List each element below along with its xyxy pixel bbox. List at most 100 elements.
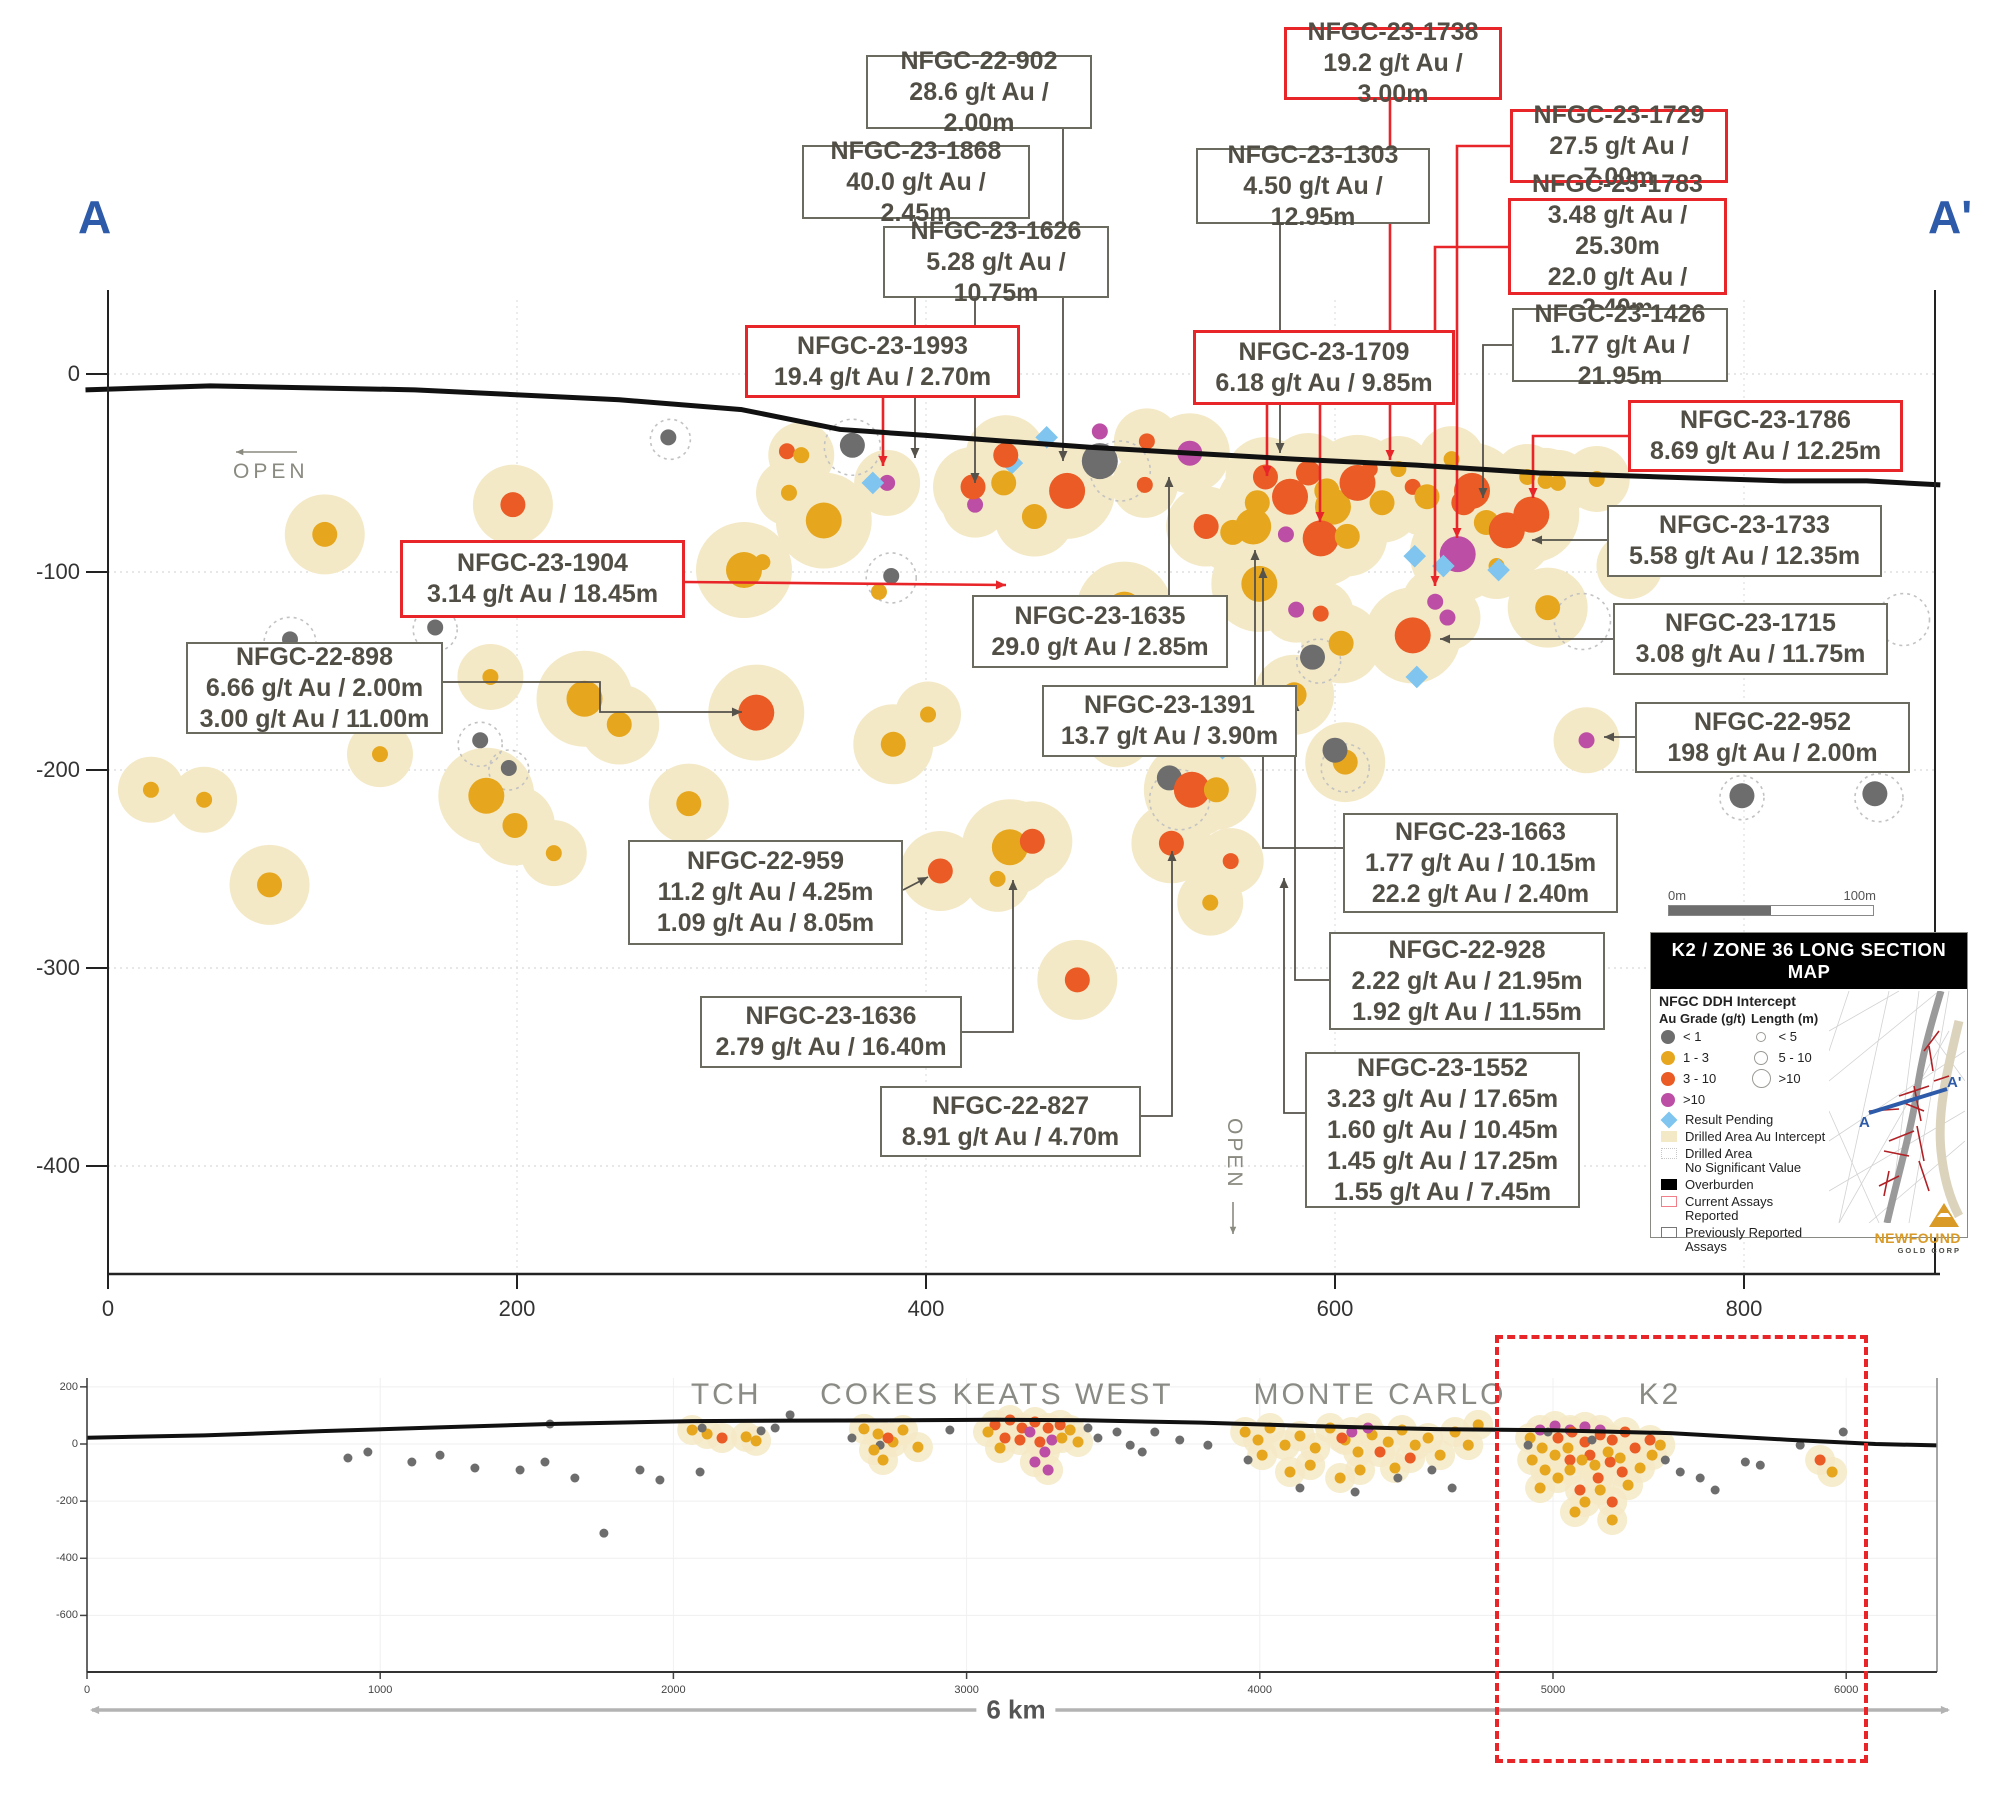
- result-pending-diamond: [1432, 554, 1455, 578]
- overview-intercept-point: [847, 1433, 857, 1443]
- callout-box-nfgc-23-1738: NFGC-23-1738 19.2 g/t Au / 3.00m: [1284, 18, 1502, 108]
- intercept-point: [1021, 504, 1047, 530]
- intercept-point: [472, 732, 489, 749]
- overview-intercept-point: [1284, 1466, 1296, 1478]
- result-pending-diamond: [1487, 558, 1510, 582]
- legend-item-tan: Drilled Area Au Intercept: [1659, 1130, 1829, 1144]
- hole-id: NFGC-23-1729: [1533, 100, 1705, 129]
- overview-intercept-point: [1654, 1439, 1666, 1451]
- callout-box-nfgc-23-1709: NFGC-23-1709 6.18 g/t Au / 9.85m: [1193, 330, 1455, 405]
- overview-intercept-point: [1564, 1454, 1576, 1466]
- leader-arrowhead: [1229, 1226, 1237, 1234]
- overview-intercept-point: [1795, 1440, 1805, 1450]
- intercept-point: [1295, 460, 1321, 486]
- overview-intercept-point: [1346, 1426, 1358, 1438]
- main-y-tick-label: 0: [67, 361, 80, 386]
- intercept-point: [991, 829, 1028, 866]
- hole-id: NFGC-22-959: [687, 847, 844, 875]
- leader-arrowhead: [1478, 487, 1488, 498]
- intercept-point: [482, 668, 499, 685]
- main-y-tick-label: -100: [35, 559, 80, 584]
- callout-box-nfgc-22-952: NFGC-22-952 198 g/t Au / 2.00m: [1635, 702, 1910, 773]
- grade-label: >10: [1683, 1092, 1706, 1107]
- callout-leader: [1141, 851, 1173, 1117]
- grade-swatch-icon: [1661, 1092, 1675, 1107]
- leader-arrowhead: [731, 707, 742, 717]
- callout-box-nfgc-23-1783: NFGC-23-1783 3.48 g/t Au / 25.30m 22.0 g/t…: [1508, 170, 1727, 322]
- intercept-point: [1277, 526, 1294, 543]
- intercept-point: [1414, 484, 1440, 510]
- hole-id: NFGC-23-1715: [1665, 609, 1836, 637]
- overview-intercept-point: [1447, 1483, 1457, 1493]
- length-label: >10: [1778, 1071, 1801, 1086]
- intercept-value: 1.77 g/t Au / 10.15m: [1364, 848, 1597, 877]
- overview-intercept-point: [1740, 1457, 1750, 1467]
- intercept-point: [1241, 565, 1278, 602]
- overview-intercept-point: [1354, 1464, 1366, 1476]
- leader-arrowhead: [1940, 1705, 1950, 1715]
- hole-id: NFGC-23-1904: [457, 549, 628, 577]
- gray-outline-swatch-icon: [1661, 1227, 1677, 1238]
- callout-box-nfgc-23-1552: NFGC-23-1552 3.23 g/t Au / 17.65m 1.60 g/t…: [1305, 1052, 1580, 1208]
- overview-intercept-point: [1660, 1455, 1670, 1465]
- legend-item-label: Result Pending: [1685, 1112, 1774, 1127]
- no-significant-value-circle: [1876, 592, 1931, 647]
- intercept-point: [725, 552, 762, 589]
- legend-grade-row: 1 - 3 5 - 10: [1659, 1047, 1829, 1068]
- intercept-point: [1091, 423, 1108, 440]
- callout-leader: [1433, 245, 1508, 586]
- intercept-point: [989, 870, 1006, 887]
- intercept-value: 5.58 g/t Au / 12.35m: [1628, 542, 1861, 570]
- leader-arrowhead: [1315, 511, 1325, 522]
- overview-intercept-point: [1606, 1496, 1618, 1508]
- overview-intercept-point: [1622, 1479, 1634, 1491]
- main-y-tick-label: -300: [35, 955, 80, 980]
- intercept-point: [754, 554, 771, 571]
- hole-id: NFGC-23-1783: [1532, 170, 1703, 198]
- overview-intercept-point: [994, 1442, 1006, 1454]
- hole-id: NFGC-22-898: [236, 642, 393, 671]
- intercept-value: 11.2 g/t Au / 4.25m: [657, 878, 874, 906]
- overview-intercept-point: [1552, 1432, 1564, 1444]
- intercept-point: [1136, 476, 1153, 493]
- intercept-point: [805, 502, 842, 539]
- scale-bar-zero-label: 0m: [1668, 888, 1687, 903]
- legend-inset-map: A A': [1829, 991, 1965, 1223]
- intercept-point: [312, 521, 338, 547]
- callout-box-nfgc-23-1715: NFGC-23-1715 3.08 g/t Au / 11.75m: [1613, 603, 1888, 675]
- overview-x-tick-label: 3000: [954, 1684, 979, 1696]
- hole-id: NFGC-22-827: [932, 1091, 1089, 1120]
- overview-intercept-point: [1034, 1436, 1046, 1448]
- intercept-point: [993, 442, 1019, 468]
- leader-arrowhead: [1058, 450, 1068, 461]
- intercept-value: 6.66 g/t Au / 2.00m: [205, 673, 424, 702]
- overview-intercept-point: [1352, 1446, 1364, 1458]
- overview-intercept-point: [716, 1432, 728, 1444]
- callout-box-nfgc-22-928: NFGC-22-928 2.22 g/t Au / 21.95m 1.92 g/t …: [1329, 932, 1605, 1030]
- hole-id: NFGC-23-1868: [830, 136, 1002, 165]
- overview-intercept-point: [1389, 1462, 1401, 1474]
- overview-intercept-point: [1536, 1442, 1548, 1454]
- zone-label-cokes: COKES: [820, 1378, 941, 1411]
- overview-intercept-point: [1137, 1447, 1147, 1457]
- overview-intercept-point: [999, 1432, 1011, 1444]
- overview-intercept-point: [1594, 1484, 1606, 1496]
- intercept-value: 6.18 g/t Au / 9.85m: [1215, 368, 1433, 397]
- grade-swatch-icon: [1661, 1029, 1675, 1044]
- overview-intercept-point: [1587, 1435, 1597, 1445]
- intercept-point: [1158, 830, 1184, 856]
- intercept-value: 3.00 g/t Au / 11.00m: [199, 704, 430, 733]
- diamond-swatch-icon: [1660, 1111, 1678, 1129]
- overview-y-tick-label: 0: [71, 1438, 78, 1450]
- callout-leader: [443, 681, 742, 713]
- overview-intercept-point: [1279, 1439, 1291, 1451]
- overview-intercept-point: [1589, 1459, 1601, 1471]
- intercept-value: 3.23 g/t Au / 17.65m: [1326, 1084, 1559, 1113]
- overview-x-tick-label: 6000: [1833, 1684, 1859, 1696]
- overview-intercept-point: [1294, 1430, 1306, 1442]
- callout-box-nfgc-23-1635: NFGC-23-1635 29.0 g/t Au / 2.85m: [972, 595, 1228, 668]
- overview-intercept-point: [1024, 1426, 1036, 1438]
- intercept-point: [142, 781, 159, 798]
- intercept-point: [1222, 853, 1239, 870]
